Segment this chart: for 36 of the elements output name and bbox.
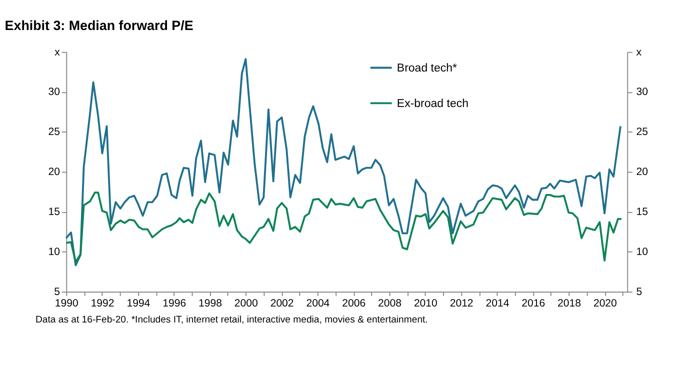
y-tick-label: 20 xyxy=(48,166,60,178)
x-tick-label: 2010 xyxy=(414,298,438,310)
y-tick-label: x xyxy=(54,46,61,58)
legend-label: Broad tech* xyxy=(396,62,458,75)
x-tick-label: 1994 xyxy=(126,298,150,310)
x-tick-label: 2008 xyxy=(378,298,402,310)
y2-tick-label: 15 xyxy=(636,206,648,218)
x-tick-label: 2000 xyxy=(234,298,258,310)
line-series xyxy=(65,58,622,266)
y2-tick-label: 20 xyxy=(636,166,648,178)
y-tick-label: 25 xyxy=(48,126,60,138)
x-tick-label: 1998 xyxy=(198,298,222,310)
x-tick-label: 1990 xyxy=(54,298,78,310)
y2-tick-label: 25 xyxy=(636,126,648,138)
y2-tick-label: 10 xyxy=(636,246,648,258)
x-tick-label: 2018 xyxy=(558,298,582,310)
x-tick-label: 2002 xyxy=(270,298,294,310)
x-tick-label: 2020 xyxy=(593,298,618,310)
y-tick-label: 5 xyxy=(54,286,60,298)
x-tick-label: 2004 xyxy=(306,298,330,310)
y-tick-label: 10 xyxy=(48,246,60,258)
chart-title: Exhibit 3: Median forward P/E xyxy=(4,18,194,33)
line-series xyxy=(65,192,622,264)
x-tick-label: 1996 xyxy=(162,298,186,310)
x-tick-label: 2006 xyxy=(342,298,366,310)
x-tick-label: 2016 xyxy=(522,298,546,310)
y2-tick-label: 5 xyxy=(636,286,642,298)
legend-label: Ex-broad tech xyxy=(396,98,469,110)
x-tick-label: 2014 xyxy=(486,298,510,310)
y-tick-label: 15 xyxy=(48,206,60,218)
x-tick-label: 2012 xyxy=(450,298,474,310)
text: Data as at 16-Feb-20. *Includes IT, internet retail, interactive media, movies & entertainment. xyxy=(35,314,428,326)
y2-tick-label: 30 xyxy=(636,86,648,98)
y-tick-label: 30 xyxy=(48,86,60,98)
x-tick-label: 1992 xyxy=(90,298,114,310)
y2-tick-label: x xyxy=(636,46,642,58)
